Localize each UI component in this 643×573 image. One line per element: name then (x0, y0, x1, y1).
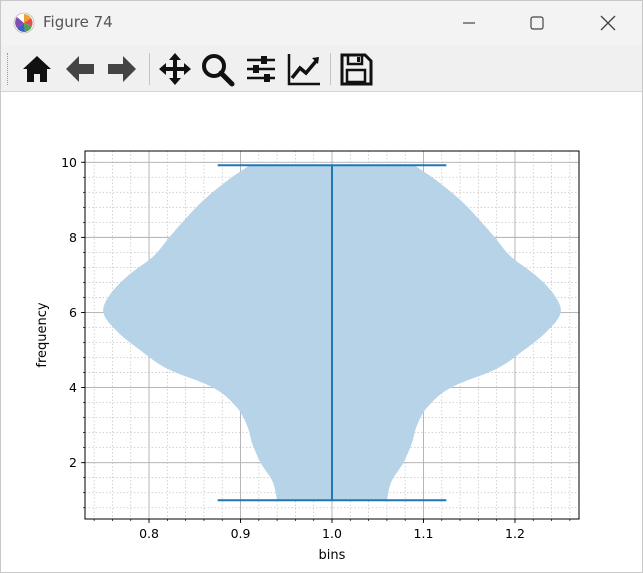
save-icon (340, 53, 373, 86)
window-title: Figure 74 (43, 13, 113, 31)
save-button[interactable] (338, 51, 374, 87)
y-tick-label: 6 (69, 305, 77, 320)
forward-button[interactable] (104, 51, 140, 87)
y-tick-label: 2 (69, 455, 77, 470)
pan-icon (159, 53, 191, 85)
edit-axis-icon (287, 54, 320, 86)
y-tick-label: 4 (69, 380, 77, 395)
edit-axis-button[interactable] (286, 51, 322, 87)
violin-plot: 0.8 0.9 1.0 1.1 1.2 2 4 6 8 10 bins frequency (35, 150, 580, 563)
toolbar-separator (149, 53, 150, 85)
x-tick-label: 1.2 (505, 526, 525, 541)
home-icon (23, 56, 51, 82)
violin-group (103, 164, 561, 502)
home-button[interactable] (19, 51, 55, 87)
close-icon (600, 15, 616, 31)
configure-subplots-icon (247, 56, 275, 82)
figure-canvas[interactable]: 0.8 0.9 1.0 1.1 1.2 2 4 6 8 10 bins frequency (1, 92, 642, 572)
zoom-icon (202, 54, 235, 87)
maximize-icon (530, 16, 544, 30)
minimize-icon (463, 22, 475, 24)
x-tick-label: 0.8 (139, 526, 159, 541)
configure-subplots-button[interactable] (243, 51, 279, 87)
zoom-button[interactable] (199, 51, 235, 87)
x-axis-label: bins (319, 548, 346, 563)
minimize-button[interactable] (446, 1, 492, 45)
tick-marks (81, 161, 571, 523)
x-tick-label: 0.9 (231, 526, 251, 541)
tick-labels: 0.8 0.9 1.0 1.1 1.2 2 4 6 8 10 (61, 155, 525, 541)
close-button[interactable] (585, 1, 631, 45)
pan-button[interactable] (157, 51, 193, 87)
title-bar: Figure 74 (1, 1, 642, 45)
forward-arrow-icon (108, 56, 136, 82)
toolbar-grip (7, 53, 10, 85)
x-tick-label: 1.1 (414, 526, 434, 541)
y-tick-label: 8 (69, 230, 77, 245)
matplotlib-logo-icon (13, 12, 35, 34)
toolbar-separator (330, 53, 331, 85)
y-tick-label: 10 (61, 155, 77, 170)
navigation-toolbar (1, 45, 642, 92)
x-tick-label: 1.0 (322, 526, 342, 541)
back-button[interactable] (62, 51, 98, 87)
y-axis-label: frequency (35, 302, 50, 368)
back-arrow-icon (66, 56, 94, 82)
maximize-button[interactable] (514, 1, 560, 45)
